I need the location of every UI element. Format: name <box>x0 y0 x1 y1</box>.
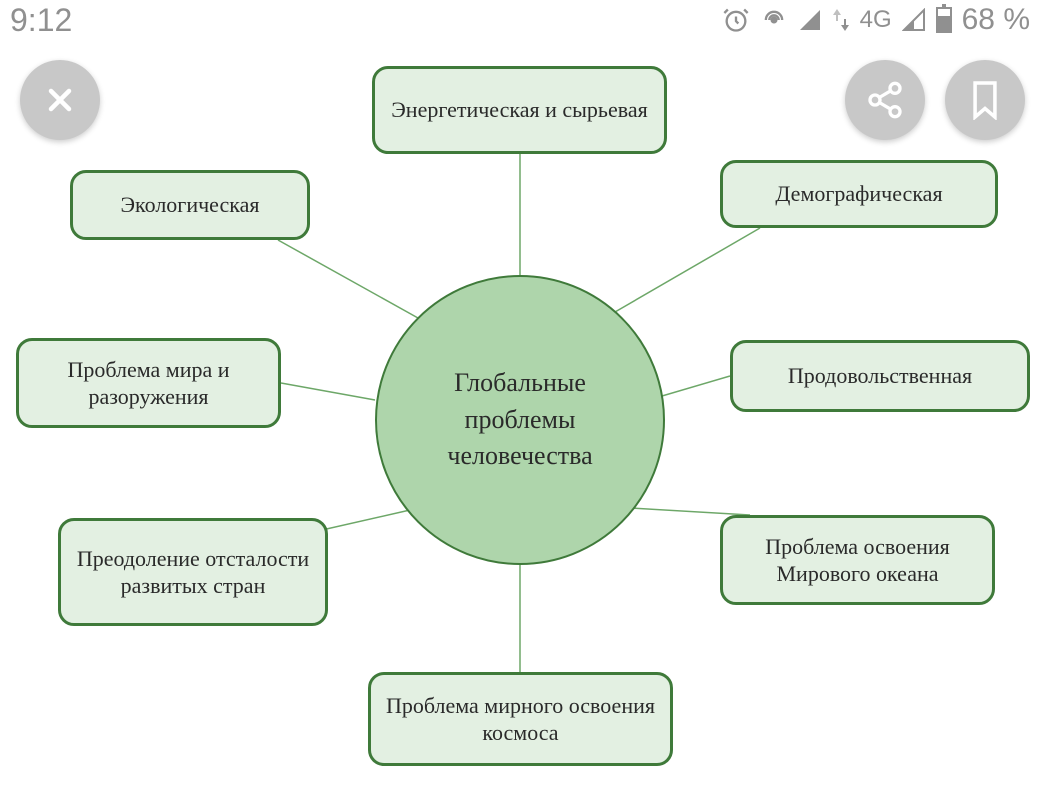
center-node-label: Глобальные проблемы человечества <box>397 365 643 474</box>
signal-icon-1 <box>798 8 822 32</box>
diagram-node-label: Энергетическая и сырьевая <box>391 96 647 124</box>
diagram-container: Глобальные проблемы человечества Энергет… <box>0 40 1040 797</box>
signal-icon-2 <box>902 8 926 32</box>
diagram-node-label: Проблема мирного освоения космоса <box>385 692 656 747</box>
status-bar: 9:12 4G 68 % <box>0 0 1040 40</box>
diagram-node: Продовольственная <box>730 340 1030 412</box>
battery-percent: 68 % <box>962 3 1030 37</box>
diagram-node: Экологическая <box>70 170 310 240</box>
diagram-node-label: Проблема мира и разоружения <box>33 356 264 411</box>
diagram-node-label: Преодоление отсталости развитых стран <box>75 545 311 600</box>
diagram-node-label: Демографическая <box>775 180 942 208</box>
diagram-node: Проблема мира и разоружения <box>16 338 281 428</box>
diagram-node: Проблема мирного освоения космоса <box>368 672 673 766</box>
battery-icon <box>936 7 952 33</box>
hotspot-icon <box>760 6 788 34</box>
diagram-node-label: Экологическая <box>121 191 260 219</box>
center-node: Глобальные проблемы человечества <box>375 275 665 565</box>
diagram-node: Энергетическая и сырьевая <box>372 66 667 154</box>
diagram-node: Демографическая <box>720 160 998 228</box>
diagram-node: Проблема освоения Мирового океана <box>720 515 995 605</box>
status-right-icons: 4G 68 % <box>722 3 1030 37</box>
status-time: 9:12 <box>10 2 72 39</box>
alarm-icon <box>722 6 750 34</box>
diagram-node-label: Проблема освоения Мирового океана <box>737 533 978 588</box>
diagram-node-label: Продовольственная <box>788 362 972 390</box>
diagram-node: Преодоление отсталости развитых стран <box>58 518 328 626</box>
data-arrows-icon <box>832 7 850 33</box>
network-label: 4G <box>860 6 892 34</box>
